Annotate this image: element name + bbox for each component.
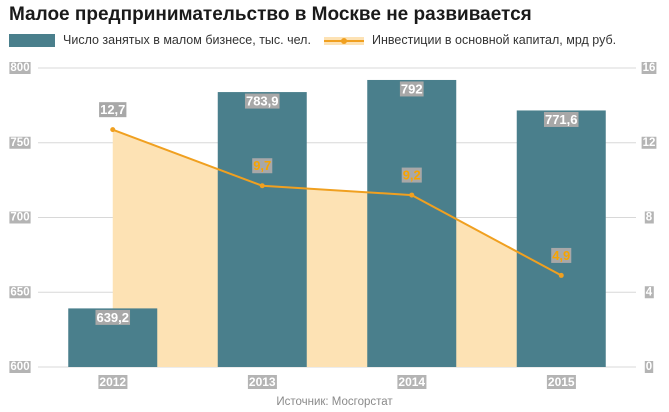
line-label-2015: 4,9 [552,248,570,263]
line-label-2013-bg [252,158,273,174]
legend-item-line: Инвестиции в основной капитал, мрд руб. [324,33,616,47]
x-tick-2015: 2015 [548,375,575,389]
x-tick-2012-bg [98,375,128,389]
line-label-2013: 9,7 [253,158,271,173]
x-tick-2015-bg [546,375,576,389]
y-left-tick-800-bg [9,62,31,74]
line-label-2015-bg [551,247,572,263]
y-right-tick-16: 16 [643,62,656,74]
x-tick-2014: 2014 [398,375,425,389]
bar-label-2014: 792 [401,81,423,96]
y-right-tick-12: 12 [643,137,656,149]
legend-label-bar: Число занятых в малом бизнесе, тыс. чел. [63,33,311,47]
bar-2013 [217,92,307,367]
y-left-tick-750: 750 [10,137,29,149]
y-right-tick-16-bg [641,62,657,74]
y-left-tick-650-bg [9,286,31,299]
investment-point-2013 [259,183,265,189]
bar-label-2014-bg [399,81,424,97]
y-left-tick-750-bg [9,136,31,149]
bar-label-2015: 771,6 [545,112,578,127]
y-right-tick-0: 0 [646,361,652,373]
y-left-tick-800: 800 [10,62,29,74]
legend-item-bar: Число занятых в малом бизнесе, тыс. чел. [9,33,311,47]
y-right-tick-12-bg [641,136,657,149]
investment-area [112,129,562,367]
y-right-tick-0-bg [644,361,654,373]
investment-point-2014 [409,192,415,198]
y-right-tick-4-bg [644,286,654,299]
line-label-2012-bg [99,102,127,118]
x-tick-2013: 2013 [249,375,276,389]
bar-label-2013-bg [244,93,280,109]
legend-swatch-bar [9,33,55,47]
bar-label-2012-bg [95,309,131,325]
investment-line [112,128,562,277]
x-tick-2014-bg [397,375,427,389]
bar-label-2013: 783,9 [246,94,279,109]
y-right-tick-8: 8 [646,212,653,224]
y-right-tick-8-bg [644,211,654,224]
x-tick-2013-bg [247,375,277,389]
investment-point-2012 [110,127,116,133]
x-tick-2012: 2012 [99,375,126,389]
chart-title: Малое предпринимательство в Москве не ра… [9,4,532,25]
investment-point-2015 [558,272,564,278]
y-left-tick-700-bg [9,211,31,224]
line-label-2014-bg [401,167,422,183]
bar-label-2012: 639,2 [96,310,129,325]
y-right-tick-4: 4 [646,286,653,298]
bar-2015 [516,110,606,367]
source-note: Источник: Мосгорстат [276,396,393,408]
bar-label-2015-bg [543,111,579,127]
y-left-tick-600-bg [9,361,31,373]
y-left-tick-650: 650 [10,286,29,298]
legend-label-line: Инвестиции в основной капитал, мрд руб. [372,33,617,47]
bar-2014 [367,79,457,368]
y-left-tick-700: 700 [10,212,29,224]
legend-swatch-line [324,34,364,47]
line-label-2012: 12,7 [100,102,125,117]
y-left-tick-600: 600 [10,361,29,373]
line-label-2014: 9,2 [403,168,421,183]
